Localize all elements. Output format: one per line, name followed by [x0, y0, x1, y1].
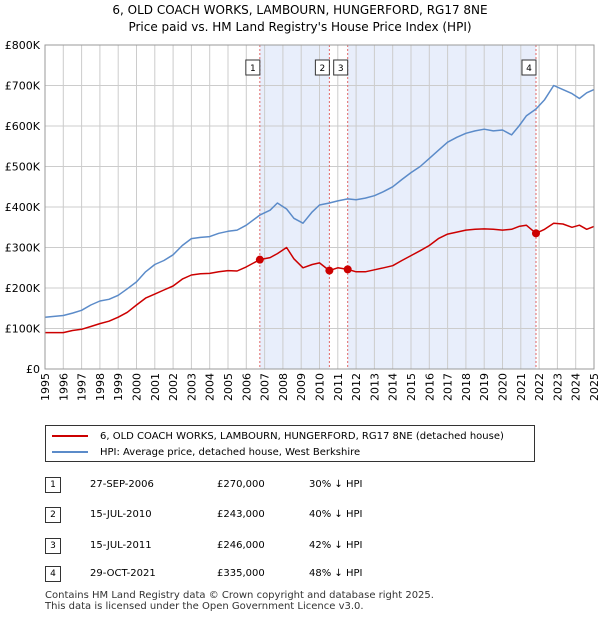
table-row: 3 15-JUL-2011 £246,000 42% ↓ HPI [45, 538, 585, 554]
x-tick-label: 2025 [588, 373, 600, 401]
chart-legend: 6, OLD COACH WORKS, LAMBOURN, HUNGERFORD… [45, 425, 535, 462]
x-tick-label: 2023 [551, 373, 564, 401]
x-tick-label: 2005 [222, 373, 235, 401]
x-tick-label: 2001 [149, 373, 162, 401]
y-tick-label: £700K [5, 80, 41, 93]
transaction-point-4 [531, 229, 540, 238]
transaction-marker-label-4: 4 [526, 64, 532, 74]
y-tick-label: £400K [5, 201, 41, 214]
row-date: 29-OCT-2021 [90, 568, 156, 579]
x-tick-label: 1998 [94, 373, 107, 401]
table-row: 4 29-OCT-2021 £335,000 48% ↓ HPI [45, 566, 585, 582]
x-tick-label: 2006 [240, 373, 253, 401]
legend-label-hpi: HPI: Average price, detached house, West… [100, 446, 361, 458]
transaction-marker-label-1: 1 [250, 64, 256, 74]
x-tick-label: 1997 [76, 373, 89, 401]
transaction-marker-label-2: 2 [320, 64, 326, 74]
row-marker: 4 [45, 566, 61, 582]
x-tick-label: 2017 [442, 373, 455, 401]
row-date: 15-JUL-2010 [90, 509, 152, 520]
x-tick-label: 2019 [478, 373, 491, 401]
x-tick-label: 2004 [204, 373, 217, 401]
x-tick-label: 2007 [259, 373, 272, 401]
y-tick-label: £600K [5, 120, 41, 133]
y-tick-label: £800K [5, 39, 41, 52]
x-tick-label: 2000 [131, 373, 144, 401]
x-tick-label: 2013 [368, 373, 381, 401]
row-marker: 1 [45, 477, 61, 493]
hpi-line [44, 84, 595, 318]
x-tick-label: 2003 [185, 373, 198, 401]
y-tick-label: £100K [5, 323, 41, 336]
row-marker: 2 [45, 507, 61, 523]
row-price: £335,000 [217, 568, 265, 579]
x-tick-label: 2015 [405, 373, 418, 401]
legend-item-property: 6, OLD COACH WORKS, LAMBOURN, HUNGERFORD… [52, 428, 504, 444]
x-tick-label: 2011 [332, 373, 345, 401]
row-price: £243,000 [217, 509, 265, 520]
x-tick-label: 2021 [515, 373, 528, 401]
x-tick-label: 2008 [277, 373, 290, 401]
x-tick-label: 2009 [295, 373, 308, 401]
transaction-point-1 [255, 255, 264, 264]
x-tick-label: 2016 [423, 373, 436, 401]
footer-line-1: Contains HM Land Registry data © Crown c… [45, 590, 434, 601]
transaction-marker-box-3 [333, 59, 349, 76]
x-tick-label: 2002 [167, 373, 180, 401]
title-line-2: Price paid vs. HM Land Registry's House … [128, 20, 472, 34]
legend-swatch-blue [52, 451, 88, 453]
row-hpi: 30% ↓ HPI [309, 479, 363, 490]
footer-line-2: This data is licensed under the Open Gov… [45, 601, 364, 612]
row-date: 15-JUL-2011 [90, 540, 152, 551]
x-tick-label: 1999 [112, 373, 125, 401]
row-date: 27-SEP-2006 [90, 479, 154, 490]
legend-swatch-red [52, 435, 88, 437]
x-tick-label: 2018 [460, 373, 473, 401]
x-tick-label: 2024 [570, 373, 583, 401]
x-tick-label: 2014 [387, 373, 400, 401]
transaction-marker-box-2 [314, 59, 330, 76]
y-tick-label: £0 [26, 363, 40, 376]
y-tick-label: £500K [5, 161, 41, 174]
x-tick-label: 2010 [314, 373, 327, 401]
price-chart: 1 2 3 4 £0 £100K £200K £300K £400K £500K £600K £70… [5, 39, 600, 401]
y-tick-label: £200K [5, 282, 41, 295]
row-price: £246,000 [217, 540, 265, 551]
row-marker: 3 [45, 538, 61, 554]
transaction-marker-box-1 [245, 59, 261, 76]
legend-label-property: 6, OLD COACH WORKS, LAMBOURN, HUNGERFORD… [100, 430, 504, 442]
transaction-point-3 [343, 265, 352, 274]
transaction-marker-box-4 [521, 59, 537, 76]
row-price: £270,000 [217, 479, 265, 490]
footer-attribution: Contains HM Land Registry data © Crown c… [45, 590, 434, 612]
x-tick-label: 2012 [350, 373, 363, 401]
chart-title: 6, OLD COACH WORKS, LAMBOURN, HUNGERFORD… [0, 2, 600, 36]
x-tick-label: 1995 [39, 373, 52, 401]
x-tick-label: 1996 [57, 373, 70, 401]
plot-frame [44, 44, 595, 370]
title-line-1: 6, OLD COACH WORKS, LAMBOURN, HUNGERFORD… [112, 3, 488, 17]
row-hpi: 40% ↓ HPI [309, 509, 363, 520]
transaction-point-2 [325, 266, 334, 275]
row-hpi: 42% ↓ HPI [309, 540, 363, 551]
row-hpi: 48% ↓ HPI [309, 568, 363, 579]
legend-item-hpi: HPI: Average price, detached house, West… [52, 444, 360, 460]
y-tick-label: £300K [5, 242, 41, 255]
table-row: 1 27-SEP-2006 £270,000 30% ↓ HPI [45, 477, 585, 493]
x-tick-label: 2022 [533, 373, 546, 401]
transaction-marker-label-3: 3 [338, 64, 344, 74]
x-tick-label: 2020 [497, 373, 510, 401]
table-row: 2 15-JUL-2010 £243,000 40% ↓ HPI [45, 507, 585, 523]
